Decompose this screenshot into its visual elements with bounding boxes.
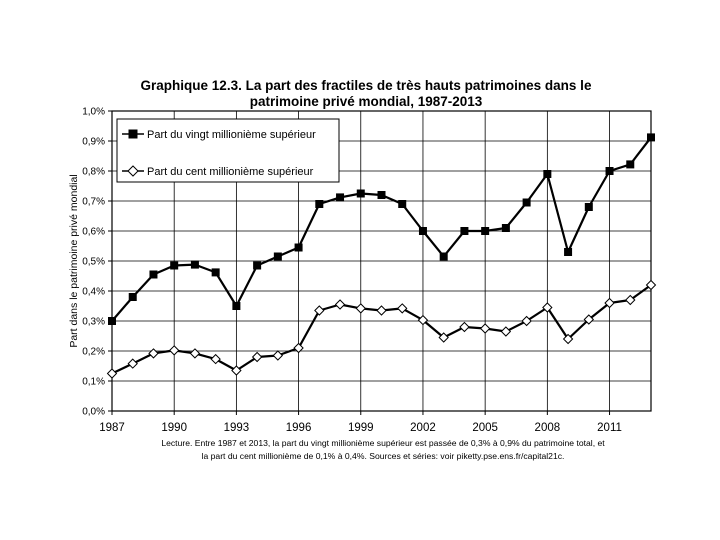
data-point-series-2 [251,351,263,363]
data-point-series-1 [501,224,510,232]
y-tick-label: 0,6% [82,227,105,238]
footnote-line1: Lecture. Entre 1987 et 2013, la part du … [161,438,605,448]
data-point-series-1 [481,227,490,235]
data-point-series-1 [460,227,469,235]
legend-marker-square [128,129,138,139]
data-point-series-1 [315,200,324,208]
series-markers [106,133,657,379]
data-point-series-1 [356,189,365,198]
x-tick-label: 2005 [472,422,498,434]
data-point-series-2 [479,323,491,334]
data-point-series-2 [231,365,242,376]
data-point-series-2 [106,368,118,379]
data-point-series-1 [584,203,593,211]
x-tick-label: 2008 [535,422,561,434]
data-point-series-2 [355,303,366,314]
data-point-series-2 [542,302,553,313]
series-line-2 [111,284,652,375]
data-point-series-2 [272,350,284,361]
y-tick-label: 0,3% [82,317,105,328]
data-point-series-1 [128,293,137,301]
data-point-series-1 [108,317,116,325]
data-point-series-1 [190,260,199,269]
data-point-series-1 [273,252,282,261]
x-tick-label: 1990 [161,422,187,434]
legend: Part du vingt millionième supérieur Part… [116,118,340,183]
data-point-series-1 [377,191,386,199]
x-tick-label: 1999 [348,422,374,434]
data-point-series-1 [211,268,220,277]
data-point-series-2 [148,348,159,359]
y-tick-label: 0,9% [82,137,105,148]
y-tick-label: 0,0% [82,407,105,418]
data-point-series-2 [521,315,532,327]
data-point-series-2 [293,342,304,354]
footnote-line2: la part du cent millionième de 0,1% à 0,… [202,451,565,461]
data-point-series-1 [294,243,303,252]
legend-marker-diamond [127,165,139,177]
data-point-series-2 [334,299,346,310]
y-axis: 0,0% 0,1% 0,2% 0,3% 0,4% 0,5% 0,6% 0,7% 0,8% 0,9%… [82,107,112,418]
data-point-series-2 [500,326,512,337]
x-tick-label: 2002 [410,422,436,434]
data-point-series-2 [438,332,449,343]
data-point-series-1 [398,200,407,208]
legend-label-1: Part du vingt millionième supérieur [147,129,316,141]
y-tick-label: 0,1% [82,377,105,388]
y-tick-label: 1,0% [82,107,105,118]
x-tick-label: 1996 [286,422,312,434]
data-point-series-1 [439,252,448,261]
data-point-series-2 [376,305,387,316]
data-point-series-2 [168,345,180,356]
data-point-series-1 [418,227,427,235]
x-tick-label: 2011 [597,422,622,434]
x-axis: 1987 1990 1993 1996 1999 2002 2005 2008 2011 [99,411,622,434]
y-tick-label: 0,4% [82,287,105,298]
data-point-series-2 [397,303,408,314]
y-tick-label: 0,2% [82,347,105,358]
data-point-series-2 [583,314,595,325]
data-point-series-1 [543,170,552,178]
data-point-series-2 [604,297,615,309]
data-point-series-2 [645,279,657,291]
y-tick-label: 0,5% [82,257,105,268]
legend-box [116,118,340,183]
y-tick-label: 0,7% [82,197,105,208]
data-point-series-2 [562,333,574,345]
data-point-series-1 [522,198,531,207]
x-tick-label: 1993 [224,422,250,434]
data-point-series-1 [253,261,262,270]
y-axis-label: Part dans le patrimoine privé mondial [68,174,80,347]
x-tick-label: 1987 [99,422,125,434]
data-point-series-1 [149,270,158,279]
data-point-series-1 [626,160,635,169]
data-point-series-2 [459,321,470,333]
data-point-series-2 [210,353,221,365]
data-point-series-1 [336,193,345,202]
data-point-series-2 [314,305,325,316]
chart-title-line1: Graphique 12.3. La part des fractiles de… [141,78,592,93]
legend-label-2: Part du cent millionième supérieur [147,166,314,178]
y-tick-label: 0,8% [82,167,105,178]
data-point-series-2 [417,314,429,326]
data-point-series-2 [625,294,636,306]
data-point-series-2 [189,348,201,359]
data-point-series-1 [170,261,179,270]
data-point-series-1 [232,302,241,310]
chart-title-line2: patrimoine privé mondial, 1987-2013 [250,94,483,109]
data-point-series-1 [605,167,614,175]
data-point-series-1 [564,248,573,256]
data-point-series-1 [647,133,655,142]
data-point-series-2 [127,358,138,369]
